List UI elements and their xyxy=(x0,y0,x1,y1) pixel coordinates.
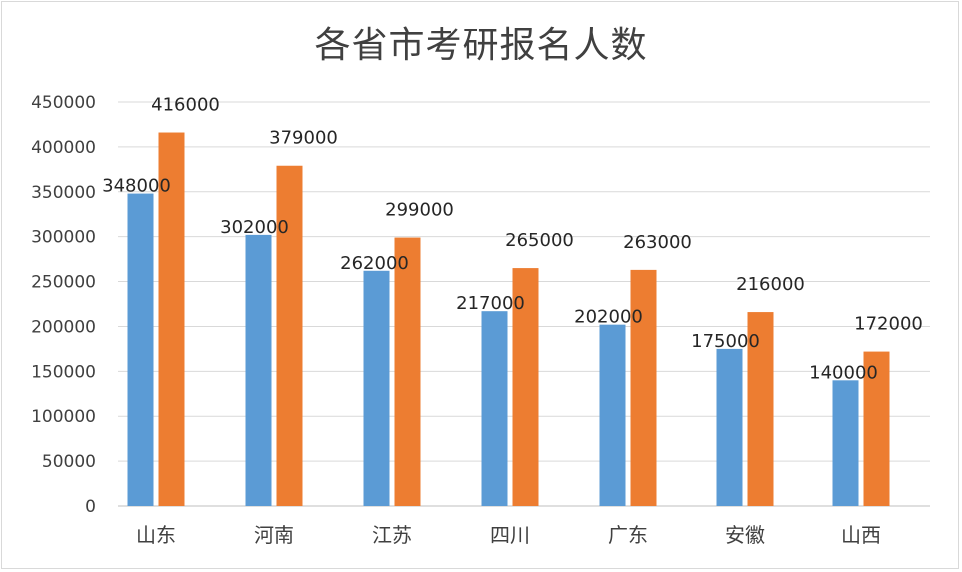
data-label: 348000 xyxy=(102,176,171,197)
data-label: 217000 xyxy=(456,293,525,314)
data-label: 262000 xyxy=(340,253,409,274)
y-axis-ticks: 0 50000 100000 150000 200000 250000 300000 3500… xyxy=(31,93,96,517)
y-tick-label: 300000 xyxy=(31,228,96,248)
x-tick-label: 江苏 xyxy=(372,523,412,547)
x-tick-label: 山东 xyxy=(136,523,176,547)
chart-title: 各省市考研报名人数 xyxy=(314,25,648,66)
bar-series-2 xyxy=(863,351,890,506)
bar-series-1 xyxy=(481,311,508,506)
data-label: 263000 xyxy=(623,232,692,253)
data-label: 175000 xyxy=(691,331,760,352)
data-label: 416000 xyxy=(151,95,220,116)
bar-series-2 xyxy=(394,237,421,506)
y-tick-label: 0 xyxy=(85,497,96,517)
bar-series-2 xyxy=(630,269,657,506)
y-tick-label: 50000 xyxy=(42,452,96,472)
y-tick-label: 350000 xyxy=(31,183,96,203)
x-tick-label: 山西 xyxy=(841,523,881,547)
x-tick-label: 四川 xyxy=(490,523,530,547)
bar-series-1 xyxy=(716,348,743,506)
data-label: 202000 xyxy=(574,307,643,328)
data-label: 216000 xyxy=(736,274,805,295)
bar-series-2 xyxy=(158,132,185,506)
data-label: 265000 xyxy=(505,230,574,251)
y-tick-label: 200000 xyxy=(31,317,96,337)
y-tick-label: 450000 xyxy=(31,93,96,113)
data-label: 299000 xyxy=(385,200,454,221)
bar-series-1 xyxy=(363,270,390,506)
bar-series-1 xyxy=(245,234,272,507)
bar-series-2 xyxy=(512,268,539,506)
data-label: 140000 xyxy=(809,362,878,383)
y-tick-label: 100000 xyxy=(31,407,96,427)
x-tick-label: 河南 xyxy=(254,523,294,547)
x-tick-label: 广东 xyxy=(608,523,648,547)
bars xyxy=(127,132,890,507)
data-labels: 348000 302000 262000 217000 202000 175000 1400… xyxy=(102,95,923,384)
data-label: 379000 xyxy=(269,128,338,149)
bar-series-2 xyxy=(276,165,303,506)
bar-series-1 xyxy=(832,380,859,506)
x-axis-ticks: 山东 河南 江苏 四川 广东 安徽 山西 xyxy=(136,523,881,547)
bar-series-2 xyxy=(747,312,774,506)
bar-series-1 xyxy=(127,193,154,506)
x-tick-label: 安徽 xyxy=(725,523,765,547)
data-label: 302000 xyxy=(220,217,289,238)
bar-series-1 xyxy=(599,324,626,506)
y-tick-label: 400000 xyxy=(31,138,96,158)
y-tick-label: 250000 xyxy=(31,273,96,293)
data-label: 172000 xyxy=(854,314,923,335)
y-tick-label: 150000 xyxy=(31,362,96,382)
